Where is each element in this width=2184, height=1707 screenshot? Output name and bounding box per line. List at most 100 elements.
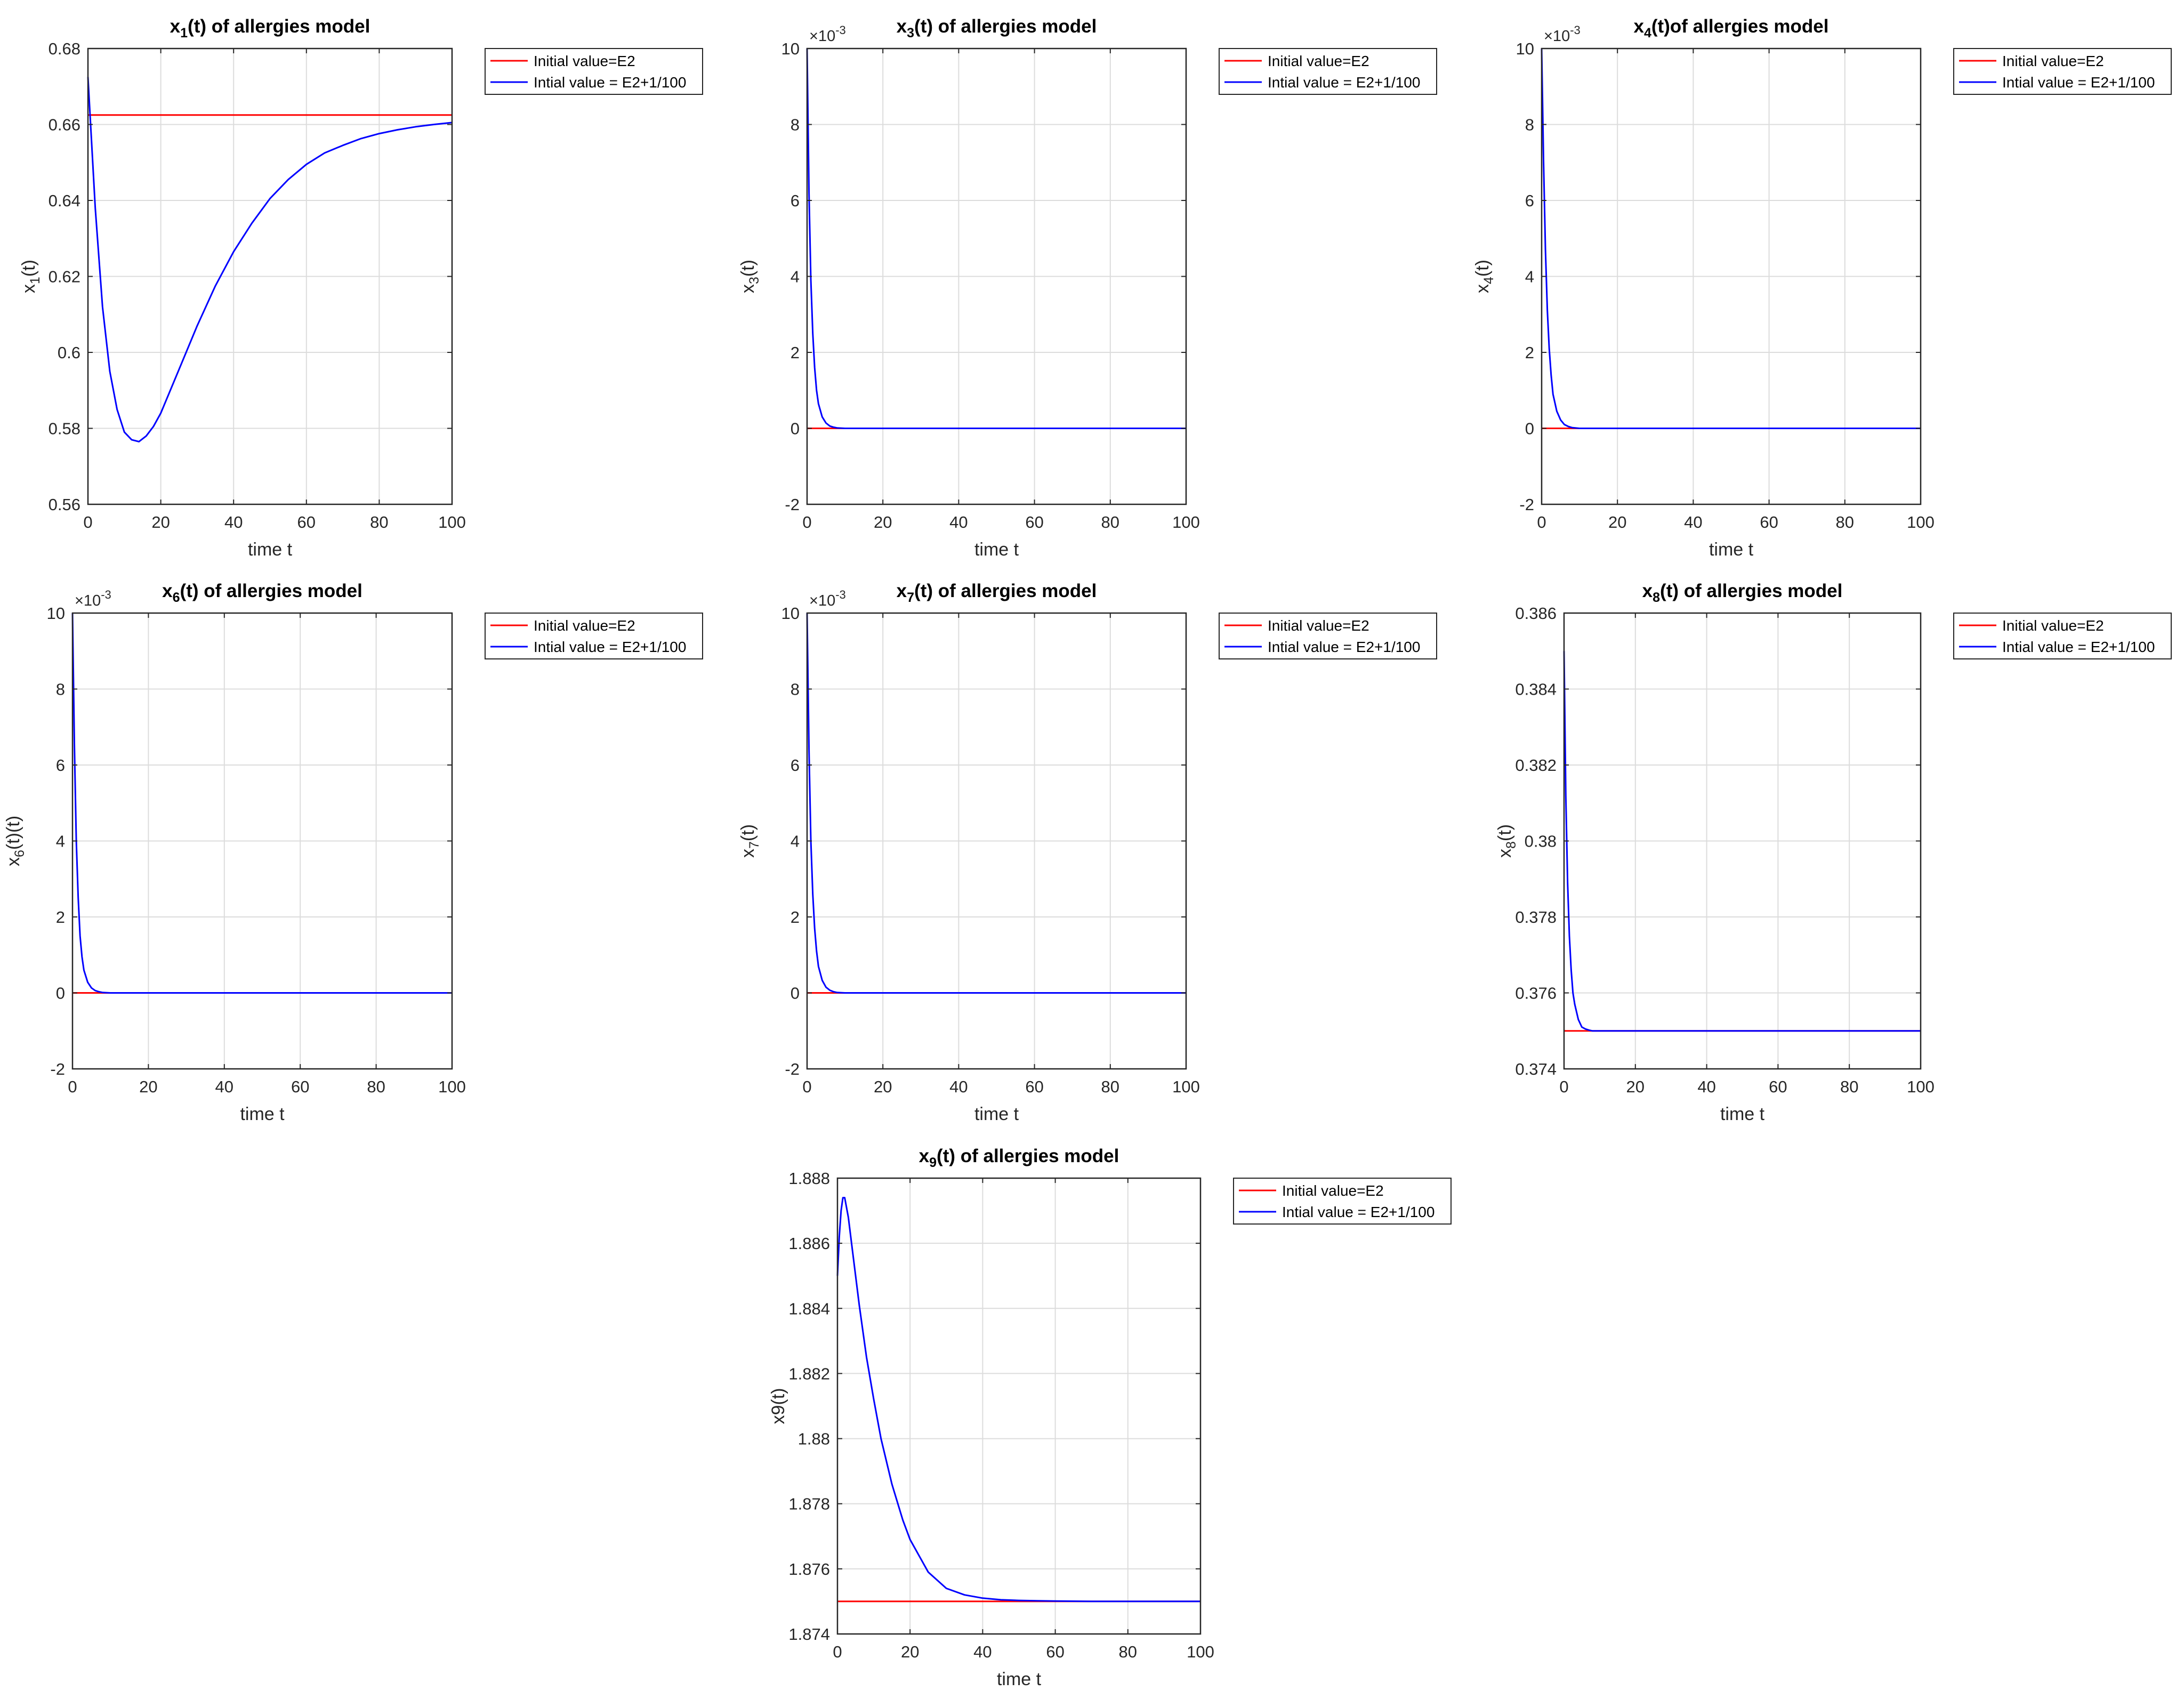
x-tick-label: 20 — [874, 1077, 892, 1096]
title-rest: (t) of allergies model — [914, 16, 1097, 37]
x-tick-label: 0 — [1559, 1077, 1568, 1096]
legend-entry: Initial value=E2 — [1268, 617, 1369, 634]
legend: Initial value=E2 Intial value = E2+1/100 — [485, 613, 703, 659]
x-tick-label: 40 — [224, 513, 243, 532]
x-tick-label: 100 — [1907, 513, 1935, 532]
x-tick-label: 100 — [1187, 1642, 1214, 1661]
x-tick-label: 40 — [973, 1642, 992, 1661]
y-tick-label: 0.68 — [49, 39, 80, 58]
y-tick-label: 1.88 — [798, 1430, 830, 1448]
legend-box — [1953, 48, 2172, 95]
title-base: x — [162, 581, 173, 601]
ylabel-rest: (t)(t) — [3, 816, 23, 850]
title-rest: (t) of allergies model — [188, 16, 370, 37]
y-tick-label: 0.58 — [49, 420, 80, 438]
exponent-power: -3 — [835, 23, 846, 37]
x-axis-label: time t — [974, 1104, 1019, 1124]
title-rest: (t) of allergies model — [914, 581, 1097, 601]
y-tick-label: 10 — [781, 604, 800, 623]
ylabel-base: x — [1495, 849, 1515, 858]
y-tick-label: 8 — [791, 680, 800, 699]
series-line-perturbed — [1541, 48, 1921, 429]
title-base: x — [897, 581, 907, 601]
ylabel-base: x — [738, 284, 758, 293]
legend-entry: Initial value=E2 — [2002, 617, 2104, 634]
x-tick-label: 60 — [291, 1077, 309, 1096]
y-tick-label: 1.874 — [788, 1625, 830, 1644]
y-tick-label: -2 — [785, 1060, 800, 1078]
subplot-x8: 0 20 40 60 80 100 0.374 0.376 0.378 0.38 0.382 0.38… — [1495, 581, 2172, 1124]
x-axis-label: time t — [1720, 1104, 1765, 1124]
ylabel-subscript: 3 — [747, 277, 762, 284]
legend-box — [485, 613, 703, 659]
y-tick-label: 0.382 — [1515, 756, 1557, 775]
x-tick-label: 80 — [1836, 513, 1854, 532]
y-tick-label: 0 — [791, 984, 800, 1003]
y-tick-label: 1.884 — [788, 1299, 830, 1318]
y-tick-label: -2 — [1519, 495, 1534, 514]
x-tick-label: 80 — [1101, 513, 1119, 532]
ylabel-base: x — [1472, 284, 1493, 293]
title-subscript: 3 — [907, 26, 914, 41]
x-tick-label: 0 — [802, 1077, 811, 1096]
x-tick-label: 40 — [215, 1077, 233, 1096]
y-tick-label: 8 — [791, 116, 800, 134]
y-tick-label: 8 — [1525, 116, 1534, 134]
x-tick-label: 60 — [1760, 513, 1778, 532]
x-axis-label: time t — [1709, 540, 1754, 560]
ylabel-subscript: 1 — [28, 277, 43, 284]
y-tick-label: 0 — [1525, 420, 1534, 438]
x-tick-label: 20 — [1626, 1077, 1645, 1096]
y-axis-label: x8(t) — [1495, 824, 1519, 858]
ylabel-subscript: 4 — [1481, 277, 1496, 284]
x-tick-label: 0 — [83, 513, 92, 532]
y-exponent-label: ×10-3 — [75, 588, 111, 609]
legend-box — [1233, 1178, 1452, 1225]
x-tick-label: 20 — [139, 1077, 157, 1096]
legend: Initial value=E2 Intial value = E2+1/100 — [485, 48, 703, 95]
y-tick-label: 0.38 — [1525, 832, 1557, 851]
x-axis-label: time t — [997, 1669, 1042, 1689]
subplot-title: x8(t) of allergies model — [1642, 581, 1843, 605]
legend: Initial value=E2 Intial value = E2+1/100 — [1219, 613, 1437, 659]
y-exponent-label: ×10-3 — [1544, 23, 1581, 45]
legend-entry: Intial value = E2+1/100 — [2002, 639, 2155, 655]
exponent-base: ×10 — [809, 28, 835, 45]
y-axis-label: x7(t) — [738, 824, 762, 858]
legend-entry: Intial value = E2+1/100 — [534, 639, 686, 655]
series-line-perturbed — [1563, 651, 1921, 1032]
exponent-base: ×10 — [809, 592, 835, 609]
exponent-base: ×10 — [1544, 28, 1570, 45]
title-subscript: 9 — [929, 1155, 937, 1170]
y-axis-label: x6(t)(t) — [3, 816, 27, 866]
subplot-title: x4(t)of allergies model — [1634, 16, 1829, 41]
legend-entry: Intial value = E2+1/100 — [2002, 74, 2155, 91]
x-tick-label: 0 — [833, 1642, 842, 1661]
y-tick-label: 0.378 — [1515, 908, 1557, 927]
y-tick-label: 0.374 — [1515, 1060, 1557, 1078]
x-tick-label: 20 — [1608, 513, 1626, 532]
title-base: x — [1642, 581, 1653, 601]
subplot-title: x3(t) of allergies model — [897, 16, 1097, 41]
x-tick-label: 0 — [68, 1077, 77, 1096]
exponent-power: -3 — [1570, 23, 1581, 37]
subplot-title: x1(t) of allergies model — [170, 16, 370, 41]
ylabel-base: x — [3, 857, 23, 866]
y-axis-label: x1(t) — [19, 260, 43, 293]
title-subscript: 7 — [907, 590, 914, 605]
ylabel-rest: (t) — [1472, 260, 1493, 277]
legend-entry: Intial value = E2+1/100 — [1282, 1204, 1434, 1220]
y-tick-label: -2 — [785, 495, 800, 514]
ylabel-rest: (t) — [738, 260, 758, 277]
x-tick-label: 40 — [1684, 513, 1702, 532]
y-tick-label: 6 — [56, 756, 65, 775]
title-base: x — [897, 16, 907, 37]
y-tick-label: 10 — [1516, 39, 1534, 58]
legend-entry: Intial value = E2+1/100 — [1268, 639, 1420, 655]
y-tick-label: 1.878 — [788, 1495, 830, 1513]
legend-box — [1219, 48, 1437, 95]
legend-entry: Intial value = E2+1/100 — [1268, 74, 1420, 91]
